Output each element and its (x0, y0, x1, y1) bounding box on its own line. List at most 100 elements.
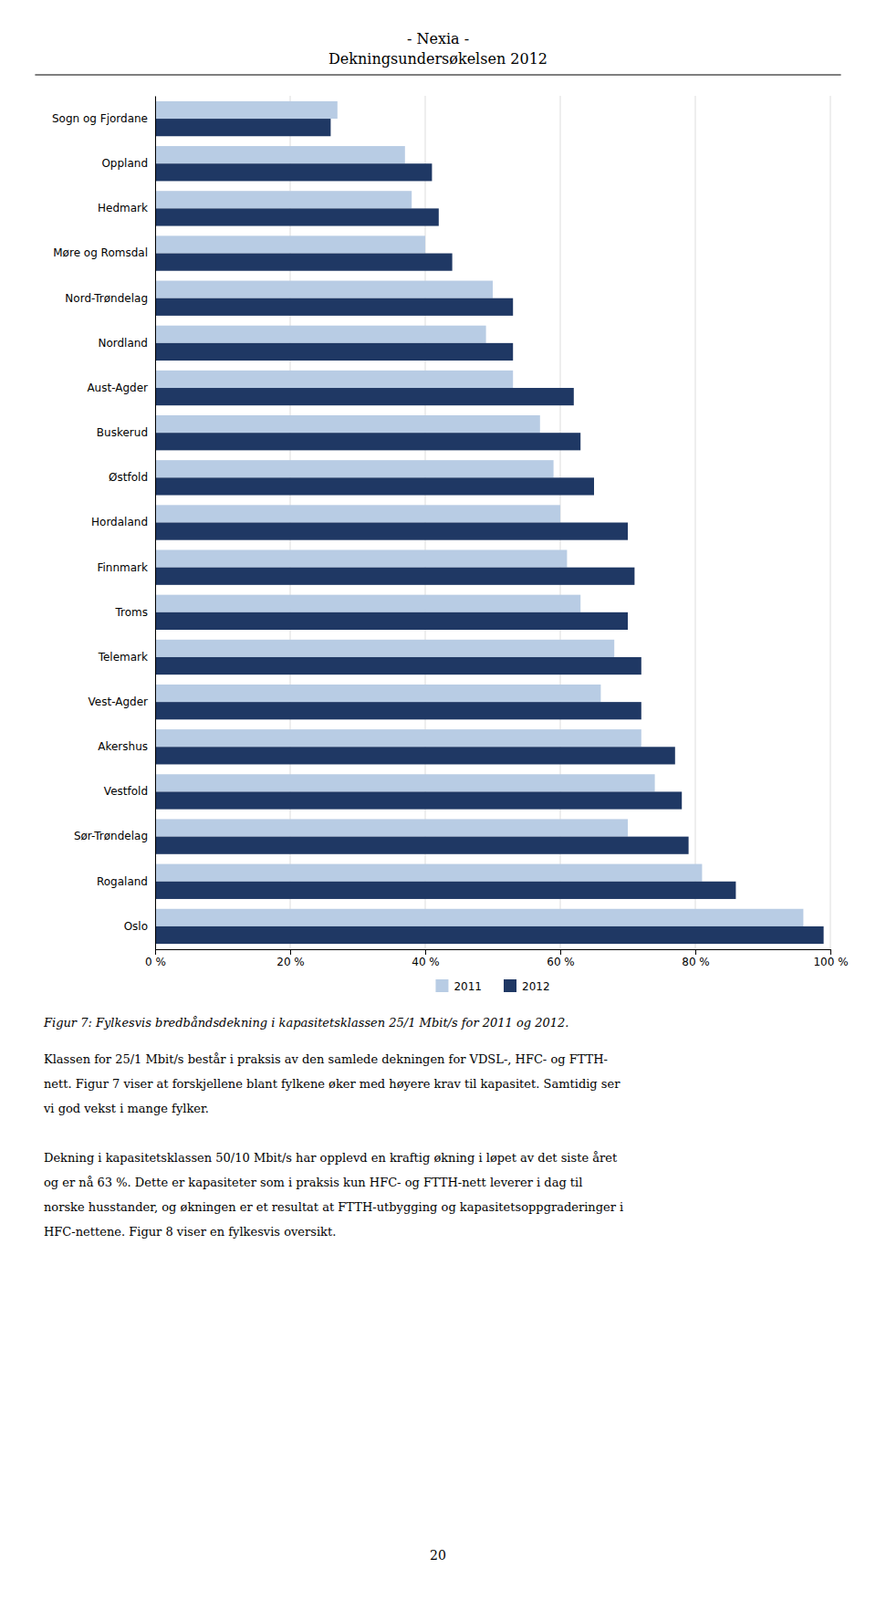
bar (155, 325, 487, 344)
tick: Østfold (108, 470, 156, 484)
subtitle: Dekningsundersøkelsen 2012 (328, 50, 548, 68)
body-text: Klassen for 25/1 Mbit/s består i praksis… (43, 1052, 608, 1066)
bar (155, 701, 642, 720)
bar (155, 773, 656, 792)
body-text: HFC-nettene. Figur 8 viser en fylkesvis … (43, 1224, 336, 1239)
bar (155, 926, 824, 944)
tick: Buskerud (96, 426, 156, 439)
bar (155, 836, 689, 855)
tick-label: 100 % (813, 955, 848, 969)
bar (155, 118, 331, 136)
tick-mark (830, 949, 832, 955)
tick: 100 % (813, 949, 848, 969)
bar (155, 387, 574, 406)
tick: 0 % (145, 949, 167, 969)
bar (155, 567, 635, 585)
tick-mark (425, 949, 427, 955)
bar (155, 208, 439, 226)
page: - Nexia - Dekningsundersøkelsen 2012 0 % 20… (0, 0, 876, 1600)
bar (155, 746, 676, 764)
tick: Nordland (97, 336, 156, 350)
tick-mark (560, 949, 562, 955)
bar (155, 639, 615, 657)
bar (155, 253, 453, 272)
bar (155, 908, 803, 927)
tick-label: Vest-Agder (88, 695, 149, 709)
bar-series (155, 101, 803, 927)
legend-item: 2012 (503, 979, 551, 993)
bar (155, 459, 554, 478)
body-text: nett. Figur 7 viser at forskjellene blan… (43, 1076, 621, 1091)
tick-label: Møre og Romsdal (52, 246, 148, 260)
tick: Sogn og Fjordane (52, 112, 156, 126)
bar (155, 163, 432, 181)
bar (155, 415, 541, 433)
bar (155, 281, 493, 299)
bar (155, 298, 513, 316)
chart: 0 % 20 % 40 % 60 % 80 % 100 % Sogn og Fjordane… (52, 95, 849, 969)
bar (155, 594, 581, 613)
tick-label: Sogn og Fjordane (52, 112, 148, 126)
bar (155, 818, 628, 836)
tick-label: 80 % (681, 955, 710, 969)
tick-label: Oppland (101, 156, 148, 170)
tick-label: Vestfold (104, 784, 148, 798)
tick-label: Hedmark (97, 201, 148, 215)
bar (155, 101, 338, 119)
tick: Aust-Agder (86, 381, 156, 395)
bar (155, 684, 601, 702)
legend-label: 2011 (453, 980, 482, 993)
bar-series (155, 118, 824, 944)
legend-item: 2011 (435, 979, 482, 993)
tick-label: Rogaland (96, 875, 148, 888)
tick-label: 40 % (411, 955, 440, 969)
tick: Troms (114, 605, 156, 619)
bar (155, 370, 513, 388)
bar (155, 549, 567, 567)
bar (155, 146, 406, 164)
bar (155, 343, 513, 361)
tick-mark (695, 949, 697, 955)
tick-label: 0 % (145, 955, 167, 969)
title: - Nexia - (406, 30, 470, 48)
tick-label: Finnmark (97, 560, 149, 574)
grid-line (695, 95, 697, 949)
axis-line (156, 949, 832, 956)
legend-swatch (435, 979, 449, 992)
bar (155, 235, 426, 253)
tick-mark (290, 949, 292, 955)
tick-label: 60 % (546, 955, 575, 969)
tick: 20 % (276, 949, 305, 969)
tick-label: Oslo (124, 919, 148, 933)
grid (155, 95, 831, 949)
tick-label: Akershus (97, 740, 148, 753)
tick: Akershus (97, 740, 156, 753)
tick-label: Sør-Trøndelag (73, 829, 148, 843)
legend-label: 2012 (521, 980, 551, 993)
tick-label: Aust-Agder (86, 381, 148, 395)
tick: Sør-Trøndelag (73, 829, 156, 843)
body-text: og er nå 63 %. Dette er kapasiteter som … (43, 1175, 583, 1189)
tick-label: Nord-Trøndelag (64, 292, 148, 305)
grid-line (830, 95, 832, 949)
tick-mark (155, 949, 157, 955)
tick: Hordaland (91, 515, 156, 529)
bar (155, 791, 682, 809)
y-axis: Sogn og Fjordane Oppland Hedmark Møre og Ro… (52, 96, 157, 950)
x-axis: 0 % 20 % 40 % 60 % 80 % 100 % (145, 949, 848, 969)
tick-label: Buskerud (96, 426, 148, 439)
bars (155, 101, 824, 944)
caption: Figur 7: Fylkesvis bredbåndsdekning i ka… (42, 1015, 570, 1030)
body-text: norske husstander, og økningen er et res… (43, 1199, 624, 1214)
legend-swatch (503, 979, 517, 992)
tick: 80 % (681, 949, 710, 969)
tick-label: Østfold (108, 470, 148, 484)
bar (155, 432, 581, 450)
tick: Oppland (101, 156, 156, 170)
bar (155, 522, 628, 541)
bar (155, 504, 561, 522)
bar (155, 612, 628, 630)
bar (155, 190, 412, 209)
tick-label: Hordaland (91, 515, 148, 529)
title-rule (34, 73, 841, 75)
